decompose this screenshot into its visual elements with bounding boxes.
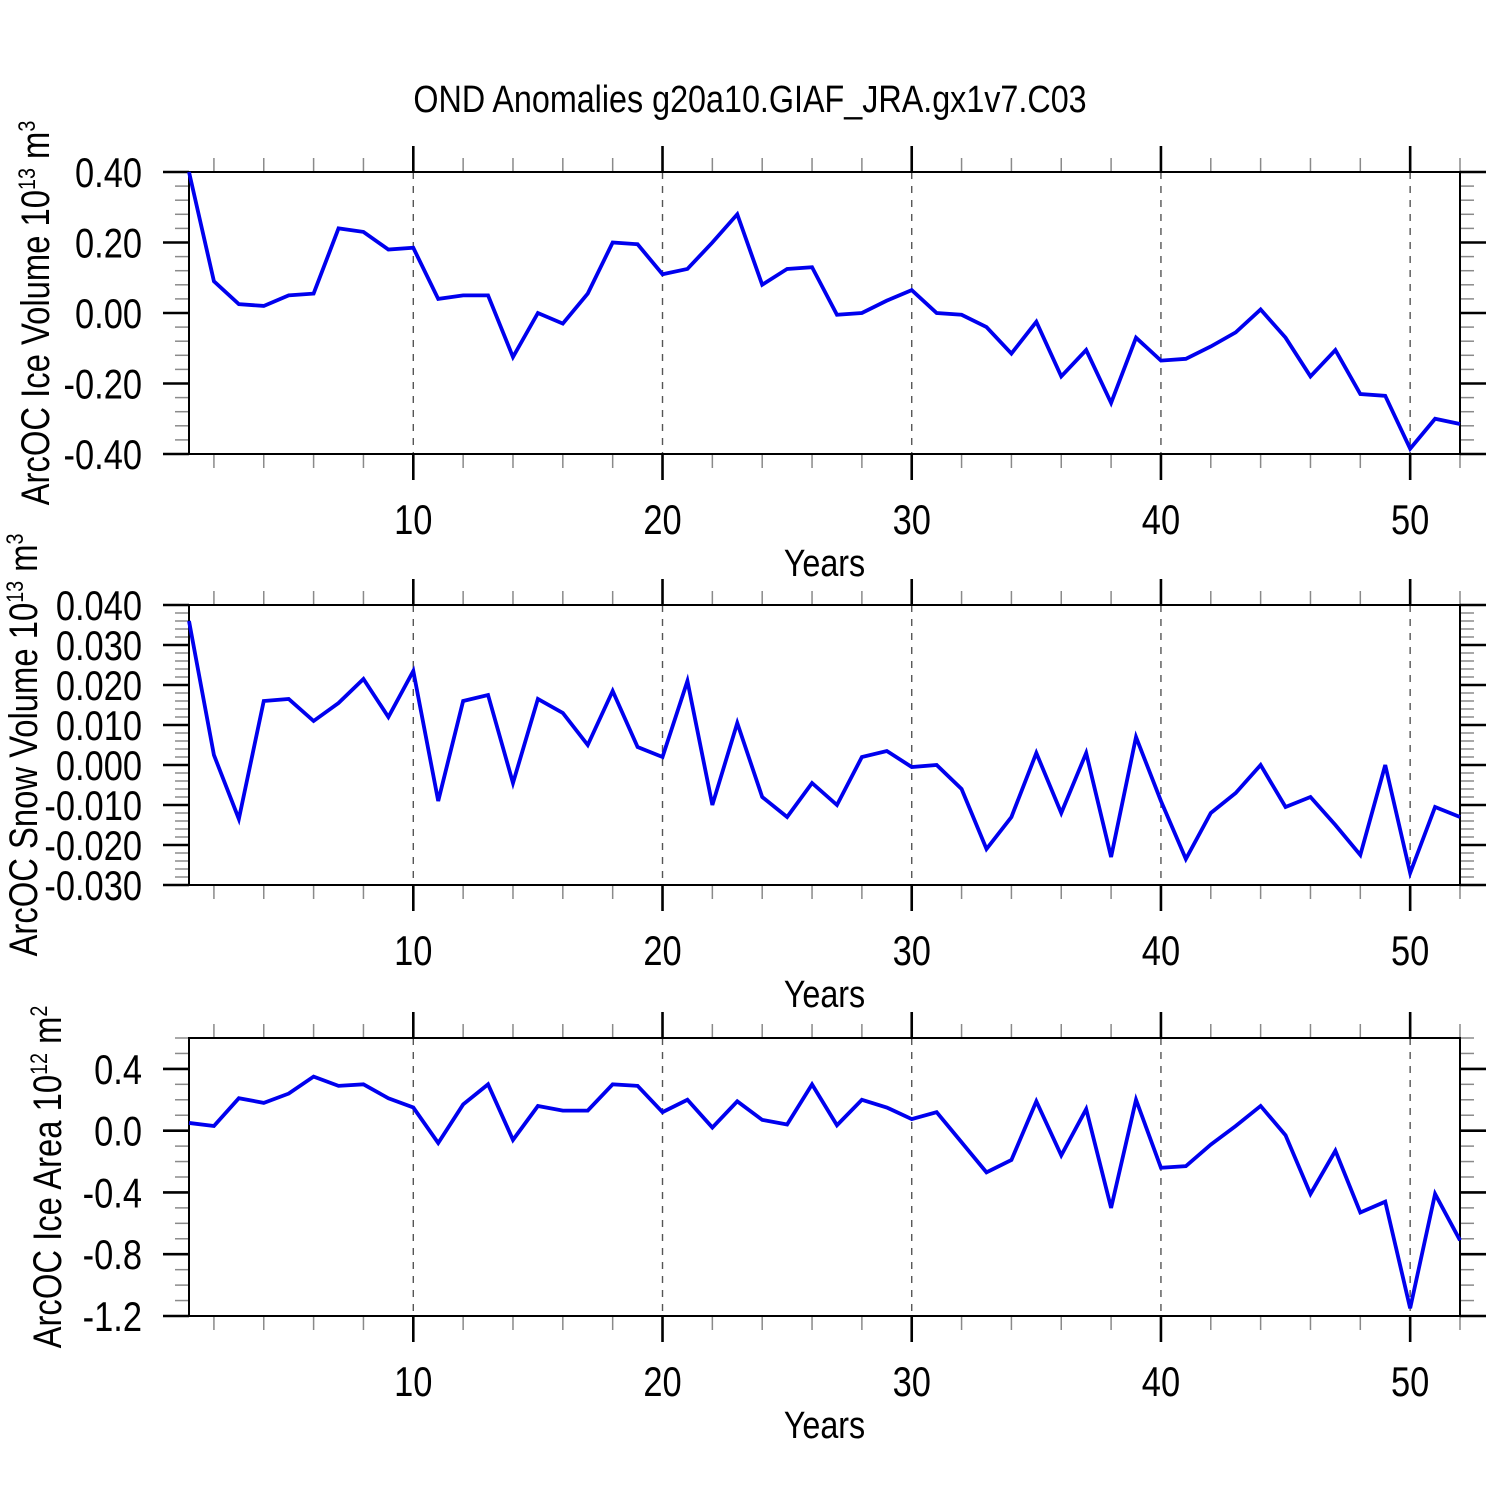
panel-2-series-line-arcoc-snow-volume <box>187 620 1461 880</box>
panel-2-y-tick-label: 0.040 <box>56 583 142 630</box>
panel-1-x-axis-title: Years <box>784 543 865 585</box>
panel-1-x-tick-label: 40 <box>1142 497 1180 544</box>
panel-1-x-tick-label: 10 <box>394 497 432 544</box>
panel-2-axes-frame <box>188 604 1461 886</box>
panel-2-x-tick-label: 50 <box>1391 928 1429 975</box>
panel-3-series-line-arcoc-ice-area <box>188 1074 1462 1309</box>
panel-2-x-tick-label: 10 <box>394 928 432 975</box>
panel-3-x-tick-label: 30 <box>893 1359 931 1406</box>
panel-1-series-line-arcoc-ice-volume <box>187 171 1461 453</box>
panel-3-y-tick-label: 0.0 <box>94 1108 142 1155</box>
panel-3-x-tick-label: 20 <box>643 1359 681 1406</box>
panel-3-x-tick-label: 10 <box>394 1359 432 1406</box>
panel-2-x-tick-label: 30 <box>893 928 931 975</box>
panel-1-axes-frame <box>188 171 1461 455</box>
panel-2-x-tick-label: 20 <box>643 928 681 975</box>
panel-3-x-tick-label: 50 <box>1391 1359 1429 1406</box>
panel-3-y-tick-label: -1.2 <box>83 1294 142 1341</box>
panel-1-x-tick-label: 30 <box>893 497 931 544</box>
panel-2-y-tick-label: 0.000 <box>56 743 142 790</box>
panel-1-x-tick-label: 20 <box>643 497 681 544</box>
panel-3-axes-frame <box>188 1037 1461 1317</box>
panel-1-y-tick-label: 0.20 <box>75 220 142 267</box>
panel-1-y-tick-label: -0.40 <box>64 432 142 479</box>
chart-title: OND Anomalies g20a10.GIAF_JRA.gx1v7.C03 <box>413 79 1087 121</box>
panel-3-y-tick-label: 0.4 <box>94 1047 142 1094</box>
panel-3-y-tick-label: -0.8 <box>83 1232 142 1279</box>
panel-3-x-tick-label: 40 <box>1142 1359 1180 1406</box>
panel-2-x-tick-label: 40 <box>1142 928 1180 975</box>
panel-2-y-tick-label: -0.030 <box>44 863 142 910</box>
panel-2-y-tick-label: 0.010 <box>56 703 142 750</box>
panel-1-y-tick-label: 0.40 <box>75 150 142 197</box>
panel-1-y-tick-label: -0.20 <box>64 361 142 408</box>
panel-2-y-tick-label: 0.020 <box>56 663 142 710</box>
panel-3-y-tick-label: -0.4 <box>83 1170 142 1217</box>
panel-2-y-tick-label: -0.020 <box>44 823 142 870</box>
panel-2-y-tick-label: -0.010 <box>44 783 142 830</box>
panel-1-x-tick-label: 50 <box>1391 497 1429 544</box>
panel-2-x-axis-title: Years <box>784 974 865 1016</box>
panel-3-x-axis-title: Years <box>784 1405 865 1447</box>
panel-1-y-tick-label: 0.00 <box>75 291 142 338</box>
panel-2-y-tick-label: 0.030 <box>56 623 142 670</box>
